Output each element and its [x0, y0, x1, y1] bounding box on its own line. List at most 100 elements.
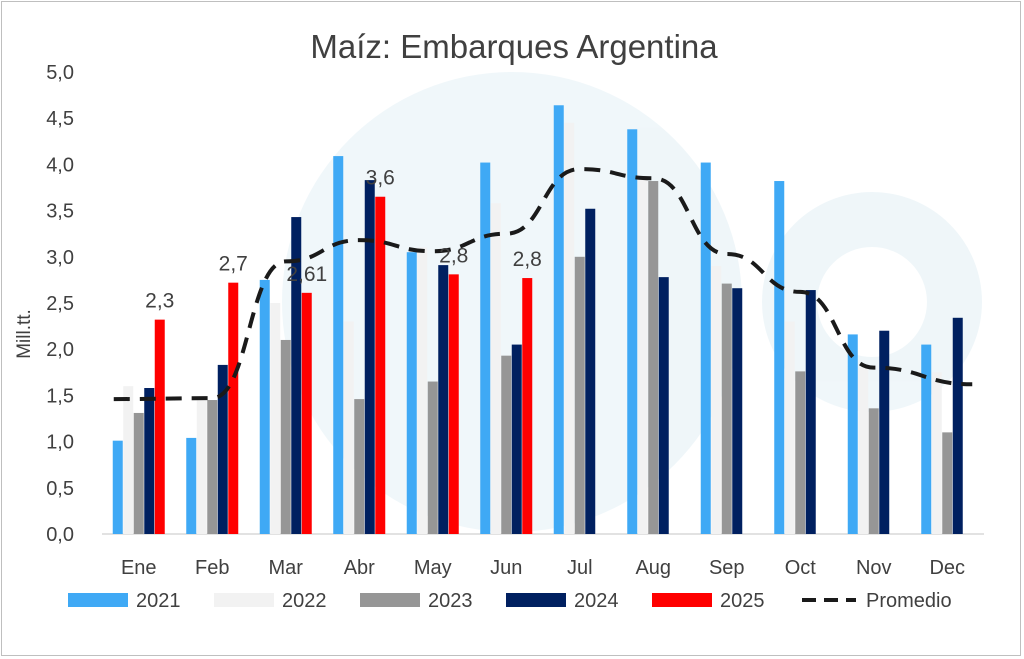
bar-2024-May [438, 265, 449, 534]
bar-2023-Aug [648, 181, 659, 535]
bar-2023-Mar [280, 339, 291, 534]
legend-swatch-2021 [68, 593, 128, 607]
x-tick-label: Oct [785, 557, 817, 579]
x-tick-label: Dec [929, 557, 965, 579]
bar-2022-Oct [784, 321, 795, 534]
bar-2022-Abr [343, 321, 354, 534]
data-label-Mar: 2,61 [286, 263, 327, 286]
bar-2023-Oct [795, 371, 806, 534]
bar-2025-Mar [301, 292, 312, 534]
bar-2025-Abr [375, 196, 386, 535]
bar-2021-May [406, 252, 417, 534]
bar-2022-Sep [711, 266, 722, 534]
y-axis-ticks: 0,0 0,5 1,0 1,5 2,0 2,5 3,0 3,5 4,0 4,5 5,0 [46, 62, 74, 546]
x-tick-label: May [414, 557, 452, 579]
bar-2021-Abr [333, 156, 344, 535]
bar-2021-Sep [700, 162, 711, 534]
legend-swatch-2023 [360, 593, 420, 607]
bar-2025-May [448, 274, 459, 534]
bar-2024-Jul [585, 208, 596, 534]
y-tick-label: 1,5 [46, 385, 74, 407]
bar-2024-Aug [658, 277, 669, 534]
bar-2024-Dec [952, 317, 963, 534]
bar-2025-Jun [522, 278, 533, 534]
bar-2024-Ene [144, 388, 155, 534]
y-tick-label: 3,5 [46, 201, 74, 223]
bar-2021-Jun [480, 162, 491, 534]
bar-2023-Nov [868, 408, 879, 534]
y-tick-label: 2,5 [46, 293, 74, 315]
legend-label-promedio: Promedio [866, 590, 952, 612]
bar-2024-Feb [217, 364, 228, 534]
bar-2022-Jun [490, 203, 501, 534]
x-tick-label: Sep [709, 557, 745, 579]
y-tick-label: 5,0 [46, 62, 74, 84]
data-labels: 2,3 2,7 2,61 3,6 2,8 2,8 [145, 167, 542, 313]
bar-2023-Jul [574, 256, 585, 534]
bar-2025-Ene [154, 319, 165, 534]
bar-2022-Ene [123, 386, 134, 534]
data-label-Ene: 2,3 [145, 290, 174, 313]
y-tick-label: 0,0 [46, 524, 74, 546]
bar-2023-Sep [721, 283, 732, 534]
data-label-Jun: 2,8 [513, 248, 542, 271]
bar-2021-Ene [112, 440, 123, 534]
bar-2021-Nov [847, 334, 858, 534]
legend-swatch-2025 [652, 593, 712, 607]
bar-2021-Dec [921, 344, 932, 534]
bar-2023-Abr [354, 399, 365, 534]
bar-2024-Mar [291, 217, 302, 534]
x-tick-label: Nov [856, 557, 892, 579]
legend-label-2022: 2022 [282, 590, 327, 612]
y-tick-label: 1,0 [46, 432, 74, 454]
bar-2024-Oct [805, 290, 816, 534]
bar-2021-Feb [186, 437, 197, 534]
legend-label-2021: 2021 [136, 590, 181, 612]
data-label-Abr: 3,6 [366, 167, 395, 190]
bar-2023-Jun [501, 355, 512, 534]
data-label-Feb: 2,7 [219, 253, 248, 276]
x-tick-label: Aug [635, 557, 671, 579]
bar-2021-Mar [259, 279, 270, 534]
bar-2022-Nov [858, 367, 869, 534]
bar-2023-May [427, 381, 438, 534]
bar-2023-Feb [207, 400, 218, 534]
x-tick-label: Feb [195, 557, 229, 579]
y-tick-label: 4,0 [46, 154, 74, 176]
bar-2024-Jun [511, 344, 522, 534]
bar-2023-Ene [133, 412, 144, 534]
y-tick-label: 4,5 [46, 108, 74, 130]
bar-2021-Oct [774, 181, 785, 535]
bar-2023-Dec [942, 432, 953, 534]
legend-label-2024: 2024 [574, 590, 619, 612]
chart-title: Maíz: Embarques Argentina [310, 28, 718, 65]
x-axis-ticks: Ene Feb Mar Abr May Jun Jul Aug Sep Oct Nov Dec [121, 557, 965, 579]
y-tick-label: 0,5 [46, 478, 74, 500]
data-label-May: 2,8 [439, 244, 468, 267]
bar-2021-Aug [627, 129, 638, 534]
bar-2021-Jul [553, 105, 564, 534]
bar-2022-Mar [270, 303, 281, 534]
bar-2022-Aug [637, 178, 648, 534]
x-tick-label: Abr [344, 557, 375, 579]
legend-swatch-2022 [214, 593, 274, 607]
legend-label-2023: 2023 [428, 590, 473, 612]
bar-2024-Abr [364, 180, 375, 534]
x-tick-label: Mar [269, 557, 304, 579]
bar-2022-Dec [931, 372, 942, 534]
x-tick-label: Ene [121, 557, 157, 579]
x-tick-label: Jun [490, 557, 522, 579]
bar-2022-Jul [564, 122, 575, 534]
y-axis-label: Mill.tt. [14, 309, 35, 359]
bar-2024-Sep [732, 288, 743, 534]
bar-series [112, 105, 963, 535]
legend-swatch-2024 [506, 593, 566, 607]
legend-label-2025: 2025 [720, 590, 765, 612]
y-tick-label: 3,0 [46, 247, 74, 269]
bar-2025-Feb [228, 282, 239, 534]
bar-2022-Feb [196, 400, 207, 534]
legend: 2021 2022 2023 2024 2025 Promedio [68, 590, 952, 612]
bar-2024-Nov [879, 330, 890, 534]
